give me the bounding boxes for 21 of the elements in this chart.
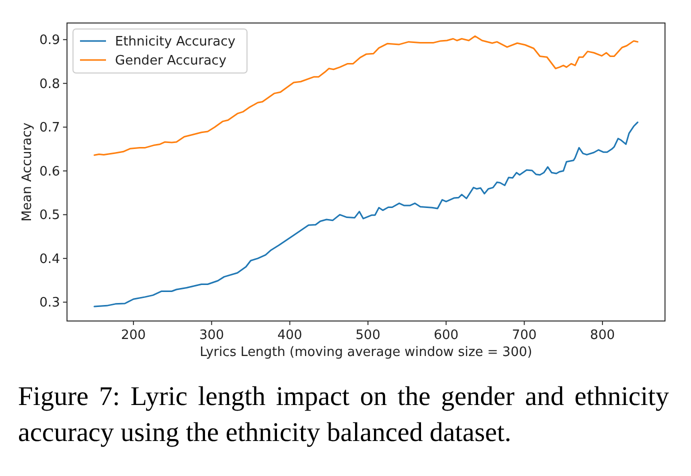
legend-label: Ethnicity Accuracy xyxy=(115,34,236,50)
x-tick-label: 400 xyxy=(277,328,302,343)
legend-label: Gender Accuracy xyxy=(115,54,227,69)
y-tick-label: 0.6 xyxy=(39,164,60,180)
x-tick-label: 600 xyxy=(434,328,459,343)
y-tick-label: 0.7 xyxy=(39,120,60,136)
y-tick-label: 0.5 xyxy=(39,208,60,224)
x-tick-label: 500 xyxy=(356,328,380,343)
y-axis-title: Mean Accuracy xyxy=(20,122,35,222)
x-axis-title: Lyrics Length (moving average window size = 300) xyxy=(200,345,532,360)
y-tick-label: 0.8 xyxy=(39,76,60,92)
x-tick-label: 300 xyxy=(199,328,224,343)
x-tick-label: 700 xyxy=(512,328,537,343)
caption: Figure 7: Lyric length impact on the gender and ethnicity accuracy using the ethnicity balanced dataset. xyxy=(18,380,669,449)
y-tick-label: 0.9 xyxy=(39,33,60,48)
line-series xyxy=(94,35,638,156)
line-series xyxy=(94,122,638,308)
y-tick-label: 0.4 xyxy=(39,252,60,267)
y-tick-label: 0.3 xyxy=(39,296,60,311)
x-tick-label: 200 xyxy=(121,328,146,343)
x-tick-label: 800 xyxy=(590,328,615,343)
